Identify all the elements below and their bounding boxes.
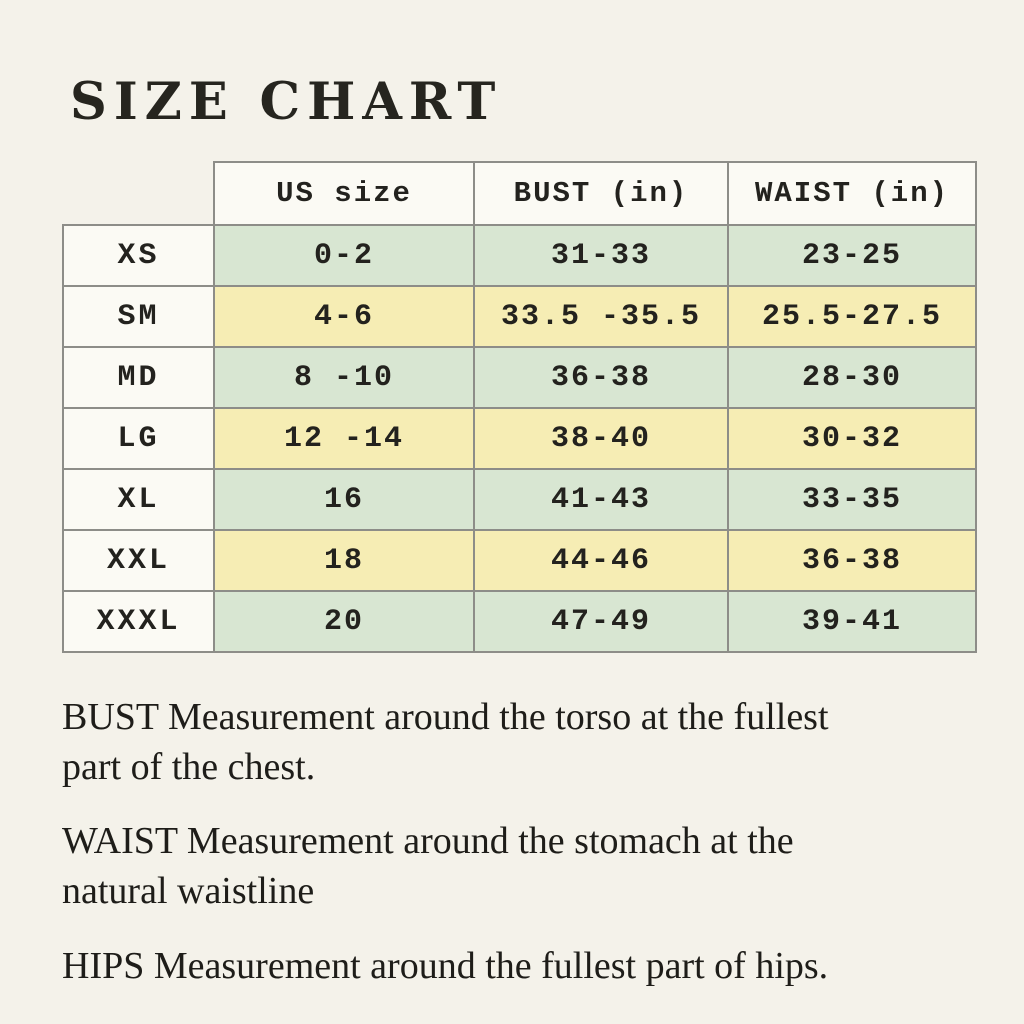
bust-value: 36-38 [473,346,729,409]
table-row-xl: XL 16 41-43 33-35 [62,468,977,531]
size-label: XXXL [62,590,215,653]
table-row-xxl: XXL 18 44-46 36-38 [62,529,977,592]
us-size-value: 18 [213,529,475,592]
us-size-value: 8 -10 [213,346,475,409]
table-row-lg: LG 12 -14 38-40 30-32 [62,407,977,470]
corner-cell [63,162,214,225]
size-label: XXL [62,529,215,592]
table-row-xxxl: XXXL 20 47-49 39-41 [62,590,977,653]
waist-value: 33-35 [727,468,977,531]
column-header-waist: WAIST (in) [727,161,977,226]
column-header-us-size: US size [213,161,475,226]
us-size-value: 12 -14 [213,407,475,470]
page-title: SIZE CHART [70,72,503,132]
us-size-value: 4-6 [213,285,475,348]
us-size-value: 16 [213,468,475,531]
waist-value: 30-32 [727,407,977,470]
bust-value: 31-33 [473,224,729,287]
hips-note: HIPS Measurement around the fullest part… [62,944,829,987]
us-size-value: 0-2 [213,224,475,287]
size-label: SM [62,285,215,348]
table-row-xs: XS 0-2 31-33 23-25 [62,224,977,287]
bust-value: 44-46 [473,529,729,592]
measurement-notes: BUST Measurement around the torso at the… [62,692,992,1015]
table-row-sm: SM 4-6 33.5 -35.5 25.5-27.5 [62,285,977,348]
size-chart-table: US size BUST (in) WAIST (in) XS 0-2 31-3… [62,161,977,653]
us-size-value: 20 [213,590,475,653]
bust-value: 47-49 [473,590,729,653]
waist-value: 25.5-27.5 [727,285,977,348]
waist-note: WAIST Measurement around the stomach at … [62,820,794,913]
table-row-md: MD 8 -10 36-38 28-30 [62,346,977,409]
size-label: XL [62,468,215,531]
bust-value: 41-43 [473,468,729,531]
table-header: US size BUST (in) WAIST (in) [63,161,977,226]
size-label: LG [62,407,215,470]
size-label: MD [62,346,215,409]
waist-value: 39-41 [727,590,977,653]
column-header-bust: BUST (in) [473,161,729,226]
bust-value: 33.5 -35.5 [473,285,729,348]
bust-value: 38-40 [473,407,729,470]
waist-value: 28-30 [727,346,977,409]
waist-value: 36-38 [727,529,977,592]
bust-note: BUST Measurement around the torso at the… [62,696,829,789]
size-label: XS [62,224,215,287]
waist-value: 23-25 [727,224,977,287]
